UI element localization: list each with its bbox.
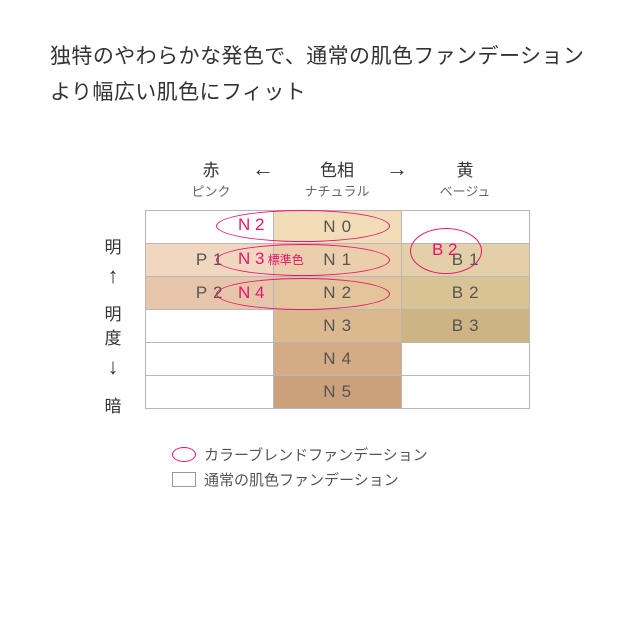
cell-N2: N 2 [274, 277, 402, 310]
description-text: 独特のやわらかな発色で、通常の肌色ファンデーションより幅広い肌色にフィット [50, 39, 590, 110]
arrow-right-icon: → [386, 156, 408, 182]
arrow-up-icon: ↑ [100, 263, 126, 289]
legend: カラーブレンドファンデーション 通常の肌色ファンデーション [172, 440, 428, 494]
cell-N4: N 4 [274, 343, 402, 376]
axis-top-right: 黄 ベージュ [430, 156, 500, 200]
legend-blend: カラーブレンドファンデーション [172, 444, 428, 465]
cell-N0: N 0 [274, 211, 402, 244]
cell-B2: B 2 [402, 277, 530, 310]
ellipse-swatch-icon [172, 447, 196, 462]
cell-N1: N 1 [274, 244, 402, 277]
table-row: P 2N 2B 2 [146, 277, 530, 310]
cell-N3: N 3 [274, 310, 402, 343]
shade-table: N 0P 1N 1B 1P 2N 2B 2N 3B 3N 4N 5 [145, 210, 530, 409]
table-row: N 5 [146, 376, 530, 409]
axis-left-top: 明 [100, 233, 126, 258]
table-row: N 0 [146, 211, 530, 244]
table-row: N 3B 3 [146, 310, 530, 343]
cell-B0 [402, 211, 530, 244]
cell-P3 [146, 310, 274, 343]
table-row: N 4 [146, 343, 530, 376]
cell-B5 [402, 376, 530, 409]
arrow-down-icon: ↓ [100, 354, 126, 380]
cell-P1: P 1 [146, 244, 274, 277]
axis-left-bot: 暗 [100, 392, 126, 417]
rect-swatch-icon [172, 472, 196, 487]
axis-left-mid2: 度 [100, 324, 126, 349]
cell-B4 [402, 343, 530, 376]
legend-normal: 通常の肌色ファンデーション [172, 469, 428, 490]
arrow-left-icon: ← [252, 156, 274, 182]
cell-P5 [146, 376, 274, 409]
cell-B1: B 1 [402, 244, 530, 277]
cell-B3: B 3 [402, 310, 530, 343]
axis-top-mid: 色相 ナチュラル [302, 156, 372, 200]
page: { "description": "独特のやわらかな発色で、通常の肌色ファンデー… [0, 0, 640, 640]
cell-P4 [146, 343, 274, 376]
table-row: P 1N 1B 1 [146, 244, 530, 277]
axis-top-left: 赤 ピンク [176, 156, 246, 200]
color-chart: 赤 ピンク ← 色相 ナチュラル → 黄 ベージュ 明 ↑ 明 度 ↓ 暗 N … [46, 138, 594, 538]
cell-P2: P 2 [146, 277, 274, 310]
cell-N5: N 5 [274, 376, 402, 409]
cell-P0 [146, 211, 274, 244]
axis-left-mid1: 明 [100, 300, 126, 325]
